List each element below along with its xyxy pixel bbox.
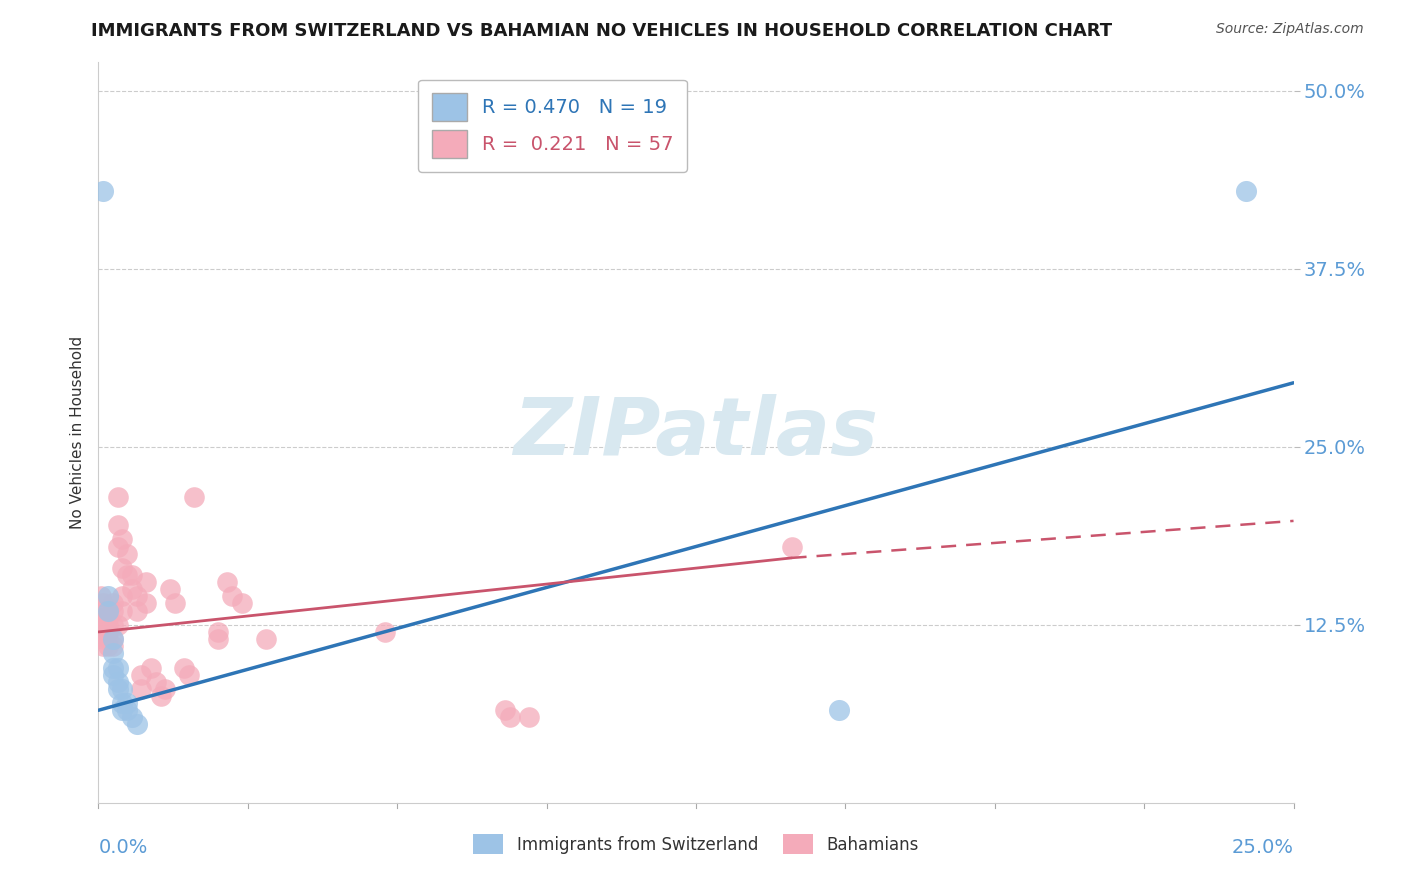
Point <box>107 681 129 696</box>
Point <box>107 540 129 554</box>
Point <box>780 540 803 554</box>
Point <box>111 533 134 547</box>
Point <box>207 624 229 639</box>
Point <box>121 710 143 724</box>
Point <box>1234 184 1257 198</box>
Point <box>91 617 114 632</box>
Point <box>498 710 520 724</box>
Point <box>101 632 124 646</box>
Text: Source: ZipAtlas.com: Source: ZipAtlas.com <box>1216 22 1364 37</box>
Point <box>107 660 129 674</box>
Point <box>115 696 138 710</box>
Point <box>91 610 114 624</box>
Point <box>131 667 153 681</box>
Point <box>254 632 277 646</box>
Point <box>90 590 112 604</box>
Point <box>135 575 157 590</box>
Point <box>91 632 114 646</box>
Point <box>101 646 124 660</box>
Point <box>217 575 239 590</box>
Point <box>101 597 124 611</box>
Point <box>91 639 114 653</box>
Point <box>231 597 253 611</box>
Point <box>101 660 124 674</box>
Legend: Immigrants from Switzerland, Bahamians: Immigrants from Switzerland, Bahamians <box>467 828 925 861</box>
Point <box>149 689 172 703</box>
Point <box>517 710 540 724</box>
Point <box>221 590 243 604</box>
Point <box>97 624 120 639</box>
Point <box>97 639 120 653</box>
Point <box>163 597 186 611</box>
Point <box>115 703 138 717</box>
Point <box>135 597 157 611</box>
Point <box>111 590 134 604</box>
Point <box>828 703 851 717</box>
Point <box>111 703 134 717</box>
Point <box>91 597 114 611</box>
Point <box>131 681 153 696</box>
Point <box>97 632 120 646</box>
Point <box>125 717 148 731</box>
Y-axis label: No Vehicles in Household: No Vehicles in Household <box>69 336 84 529</box>
Point <box>101 604 124 618</box>
Point <box>125 604 148 618</box>
Point <box>374 624 396 639</box>
Point <box>97 590 120 604</box>
Point <box>115 568 138 582</box>
Point <box>101 667 124 681</box>
Point <box>145 674 167 689</box>
Point <box>115 547 138 561</box>
Point <box>111 604 134 618</box>
Point <box>97 604 120 618</box>
Point <box>101 632 124 646</box>
Point <box>111 696 134 710</box>
Point <box>125 590 148 604</box>
Point <box>107 617 129 632</box>
Point <box>107 490 129 504</box>
Point <box>107 518 129 533</box>
Point <box>101 617 124 632</box>
Point <box>111 561 134 575</box>
Point <box>207 632 229 646</box>
Point <box>91 624 114 639</box>
Text: 25.0%: 25.0% <box>1232 838 1294 857</box>
Point <box>91 604 114 618</box>
Point <box>121 582 143 597</box>
Text: 0.0%: 0.0% <box>98 838 148 857</box>
Point <box>111 681 134 696</box>
Point <box>139 660 162 674</box>
Text: IMMIGRANTS FROM SWITZERLAND VS BAHAMIAN NO VEHICLES IN HOUSEHOLD CORRELATION CHA: IMMIGRANTS FROM SWITZERLAND VS BAHAMIAN … <box>91 22 1112 40</box>
Point <box>97 604 120 618</box>
Point <box>97 610 120 624</box>
Point <box>107 674 129 689</box>
Point <box>159 582 181 597</box>
Point <box>179 667 201 681</box>
Point <box>101 639 124 653</box>
Point <box>173 660 195 674</box>
Point <box>155 681 177 696</box>
Point <box>183 490 205 504</box>
Point <box>494 703 516 717</box>
Point <box>121 568 143 582</box>
Point <box>91 184 114 198</box>
Text: ZIPatlas: ZIPatlas <box>513 393 879 472</box>
Point <box>97 617 120 632</box>
